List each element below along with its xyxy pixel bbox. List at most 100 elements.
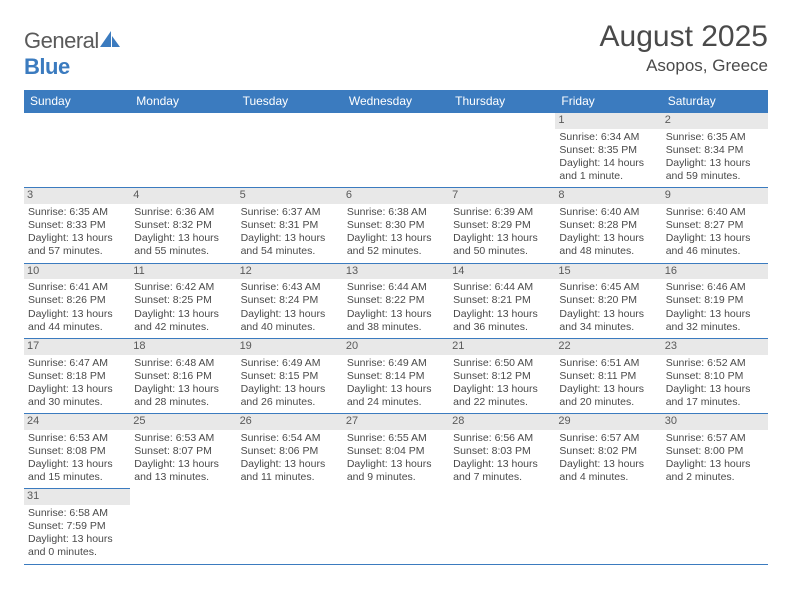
logo-text-general: General xyxy=(24,28,99,53)
daylight-text: Daylight: 14 hours and 1 minute. xyxy=(559,157,657,183)
daylight-text: Daylight: 13 hours and 36 minutes. xyxy=(453,308,551,334)
day-cell: 8Sunrise: 6:40 AMSunset: 8:28 PMDaylight… xyxy=(555,187,661,262)
sunset-text: Sunset: 8:18 PM xyxy=(28,370,126,383)
blank-cell xyxy=(449,112,555,187)
sunrise-text: Sunrise: 6:45 AM xyxy=(559,281,657,294)
day-cell: 26Sunrise: 6:54 AMSunset: 8:06 PMDayligh… xyxy=(237,413,343,488)
sunset-text: Sunset: 8:24 PM xyxy=(241,294,339,307)
day-number: 9 xyxy=(662,188,768,204)
sunset-text: Sunset: 8:33 PM xyxy=(28,219,126,232)
daylight-text: Daylight: 13 hours and 30 minutes. xyxy=(28,383,126,409)
sunset-text: Sunset: 8:21 PM xyxy=(453,294,551,307)
daylight-text: Daylight: 13 hours and 40 minutes. xyxy=(241,308,339,334)
day-cell: 16Sunrise: 6:46 AMSunset: 8:19 PMDayligh… xyxy=(662,263,768,338)
sunset-text: Sunset: 8:25 PM xyxy=(134,294,232,307)
sunrise-text: Sunrise: 6:58 AM xyxy=(28,507,126,520)
calendar-grid: SundayMondayTuesdayWednesdayThursdayFrid… xyxy=(24,90,768,565)
day-number: 28 xyxy=(449,414,555,430)
sunrise-text: Sunrise: 6:44 AM xyxy=(347,281,445,294)
day-cell: 14Sunrise: 6:44 AMSunset: 8:21 PMDayligh… xyxy=(449,263,555,338)
daylight-text: Daylight: 13 hours and 4 minutes. xyxy=(559,458,657,484)
day-number: 5 xyxy=(237,188,343,204)
dayhead-tuesday: Tuesday xyxy=(237,90,343,112)
day-number: 10 xyxy=(24,264,130,280)
sunset-text: Sunset: 8:27 PM xyxy=(666,219,764,232)
sunset-text: Sunset: 8:11 PM xyxy=(559,370,657,383)
daylight-text: Daylight: 13 hours and 46 minutes. xyxy=(666,232,764,258)
day-number: 1 xyxy=(555,113,661,129)
sunrise-text: Sunrise: 6:43 AM xyxy=(241,281,339,294)
day-cell: 9 Sunrise: 6:40 AMSunset: 8:27 PMDaylight… xyxy=(662,187,768,262)
daylight-text: Daylight: 13 hours and 54 minutes. xyxy=(241,232,339,258)
sunset-text: Sunset: 8:12 PM xyxy=(453,370,551,383)
blank-cell xyxy=(24,112,130,187)
daylight-text: Daylight: 13 hours and 13 minutes. xyxy=(134,458,232,484)
sunrise-text: Sunrise: 6:48 AM xyxy=(134,357,232,370)
day-number: 30 xyxy=(662,414,768,430)
daylight-text: Daylight: 13 hours and 59 minutes. xyxy=(666,157,764,183)
daylight-text: Daylight: 13 hours and 57 minutes. xyxy=(28,232,126,258)
sunrise-text: Sunrise: 6:53 AM xyxy=(134,432,232,445)
sunrise-text: Sunrise: 6:40 AM xyxy=(666,206,764,219)
daylight-text: Daylight: 13 hours and 20 minutes. xyxy=(559,383,657,409)
logo-text-blue: Blue xyxy=(24,54,70,79)
sunrise-text: Sunrise: 6:52 AM xyxy=(666,357,764,370)
daylight-text: Daylight: 13 hours and 9 minutes. xyxy=(347,458,445,484)
sunrise-text: Sunrise: 6:53 AM xyxy=(28,432,126,445)
day-cell: 29Sunrise: 6:57 AMSunset: 8:02 PMDayligh… xyxy=(555,413,661,488)
sunrise-text: Sunrise: 6:57 AM xyxy=(666,432,764,445)
blank-cell xyxy=(130,112,236,187)
sunset-text: Sunset: 8:35 PM xyxy=(559,144,657,157)
location-label: Asopos, Greece xyxy=(600,56,768,76)
sunrise-text: Sunrise: 6:40 AM xyxy=(559,206,657,219)
sunset-text: Sunset: 8:26 PM xyxy=(28,294,126,307)
day-cell: 27Sunrise: 6:55 AMSunset: 8:04 PMDayligh… xyxy=(343,413,449,488)
sunset-text: Sunset: 8:31 PM xyxy=(241,219,339,232)
day-number: 7 xyxy=(449,188,555,204)
dayhead-sunday: Sunday xyxy=(24,90,130,112)
sunset-text: Sunset: 8:02 PM xyxy=(559,445,657,458)
day-cell: 31Sunrise: 6:58 AMSunset: 7:59 PMDayligh… xyxy=(24,488,130,563)
sunset-text: Sunset: 8:16 PM xyxy=(134,370,232,383)
sunset-text: Sunset: 8:34 PM xyxy=(666,144,764,157)
sunset-text: Sunset: 8:04 PM xyxy=(347,445,445,458)
blank-cell xyxy=(343,112,449,187)
day-number: 25 xyxy=(130,414,236,430)
day-cell: 1Sunrise: 6:34 AMSunset: 8:35 PMDaylight… xyxy=(555,112,661,187)
day-cell: 25Sunrise: 6:53 AMSunset: 8:07 PMDayligh… xyxy=(130,413,236,488)
logo: GeneralBlue xyxy=(24,28,121,80)
dayhead-friday: Friday xyxy=(555,90,661,112)
daylight-text: Daylight: 13 hours and 11 minutes. xyxy=(241,458,339,484)
sunrise-text: Sunrise: 6:42 AM xyxy=(134,281,232,294)
day-cell: 22Sunrise: 6:51 AMSunset: 8:11 PMDayligh… xyxy=(555,338,661,413)
page-title: August 2025 xyxy=(600,20,768,54)
day-cell: 13Sunrise: 6:44 AMSunset: 8:22 PMDayligh… xyxy=(343,263,449,338)
day-cell: 15Sunrise: 6:45 AMSunset: 8:20 PMDayligh… xyxy=(555,263,661,338)
page-header: GeneralBlue August 2025 Asopos, Greece xyxy=(24,20,768,80)
day-cell: 21Sunrise: 6:50 AMSunset: 8:12 PMDayligh… xyxy=(449,338,555,413)
sunrise-text: Sunrise: 6:41 AM xyxy=(28,281,126,294)
sunrise-text: Sunrise: 6:50 AM xyxy=(453,357,551,370)
sunset-text: Sunset: 8:19 PM xyxy=(666,294,764,307)
daylight-text: Daylight: 13 hours and 0 minutes. xyxy=(28,533,126,559)
sunrise-text: Sunrise: 6:49 AM xyxy=(241,357,339,370)
daylight-text: Daylight: 13 hours and 22 minutes. xyxy=(453,383,551,409)
sunset-text: Sunset: 8:06 PM xyxy=(241,445,339,458)
sunrise-text: Sunrise: 6:35 AM xyxy=(666,131,764,144)
sunset-text: Sunset: 8:28 PM xyxy=(559,219,657,232)
sunset-text: Sunset: 8:20 PM xyxy=(559,294,657,307)
daylight-text: Daylight: 13 hours and 50 minutes. xyxy=(453,232,551,258)
daylight-text: Daylight: 13 hours and 28 minutes. xyxy=(134,383,232,409)
sunset-text: Sunset: 8:32 PM xyxy=(134,219,232,232)
day-cell: 4Sunrise: 6:36 AMSunset: 8:32 PMDaylight… xyxy=(130,187,236,262)
sunrise-text: Sunrise: 6:44 AM xyxy=(453,281,551,294)
sunrise-text: Sunrise: 6:39 AM xyxy=(453,206,551,219)
day-number: 14 xyxy=(449,264,555,280)
day-number: 27 xyxy=(343,414,449,430)
day-number: 20 xyxy=(343,339,449,355)
sunrise-text: Sunrise: 6:36 AM xyxy=(134,206,232,219)
day-cell: 20Sunrise: 6:49 AMSunset: 8:14 PMDayligh… xyxy=(343,338,449,413)
day-number: 12 xyxy=(237,264,343,280)
day-number: 16 xyxy=(662,264,768,280)
day-cell: 5Sunrise: 6:37 AMSunset: 8:31 PMDaylight… xyxy=(237,187,343,262)
